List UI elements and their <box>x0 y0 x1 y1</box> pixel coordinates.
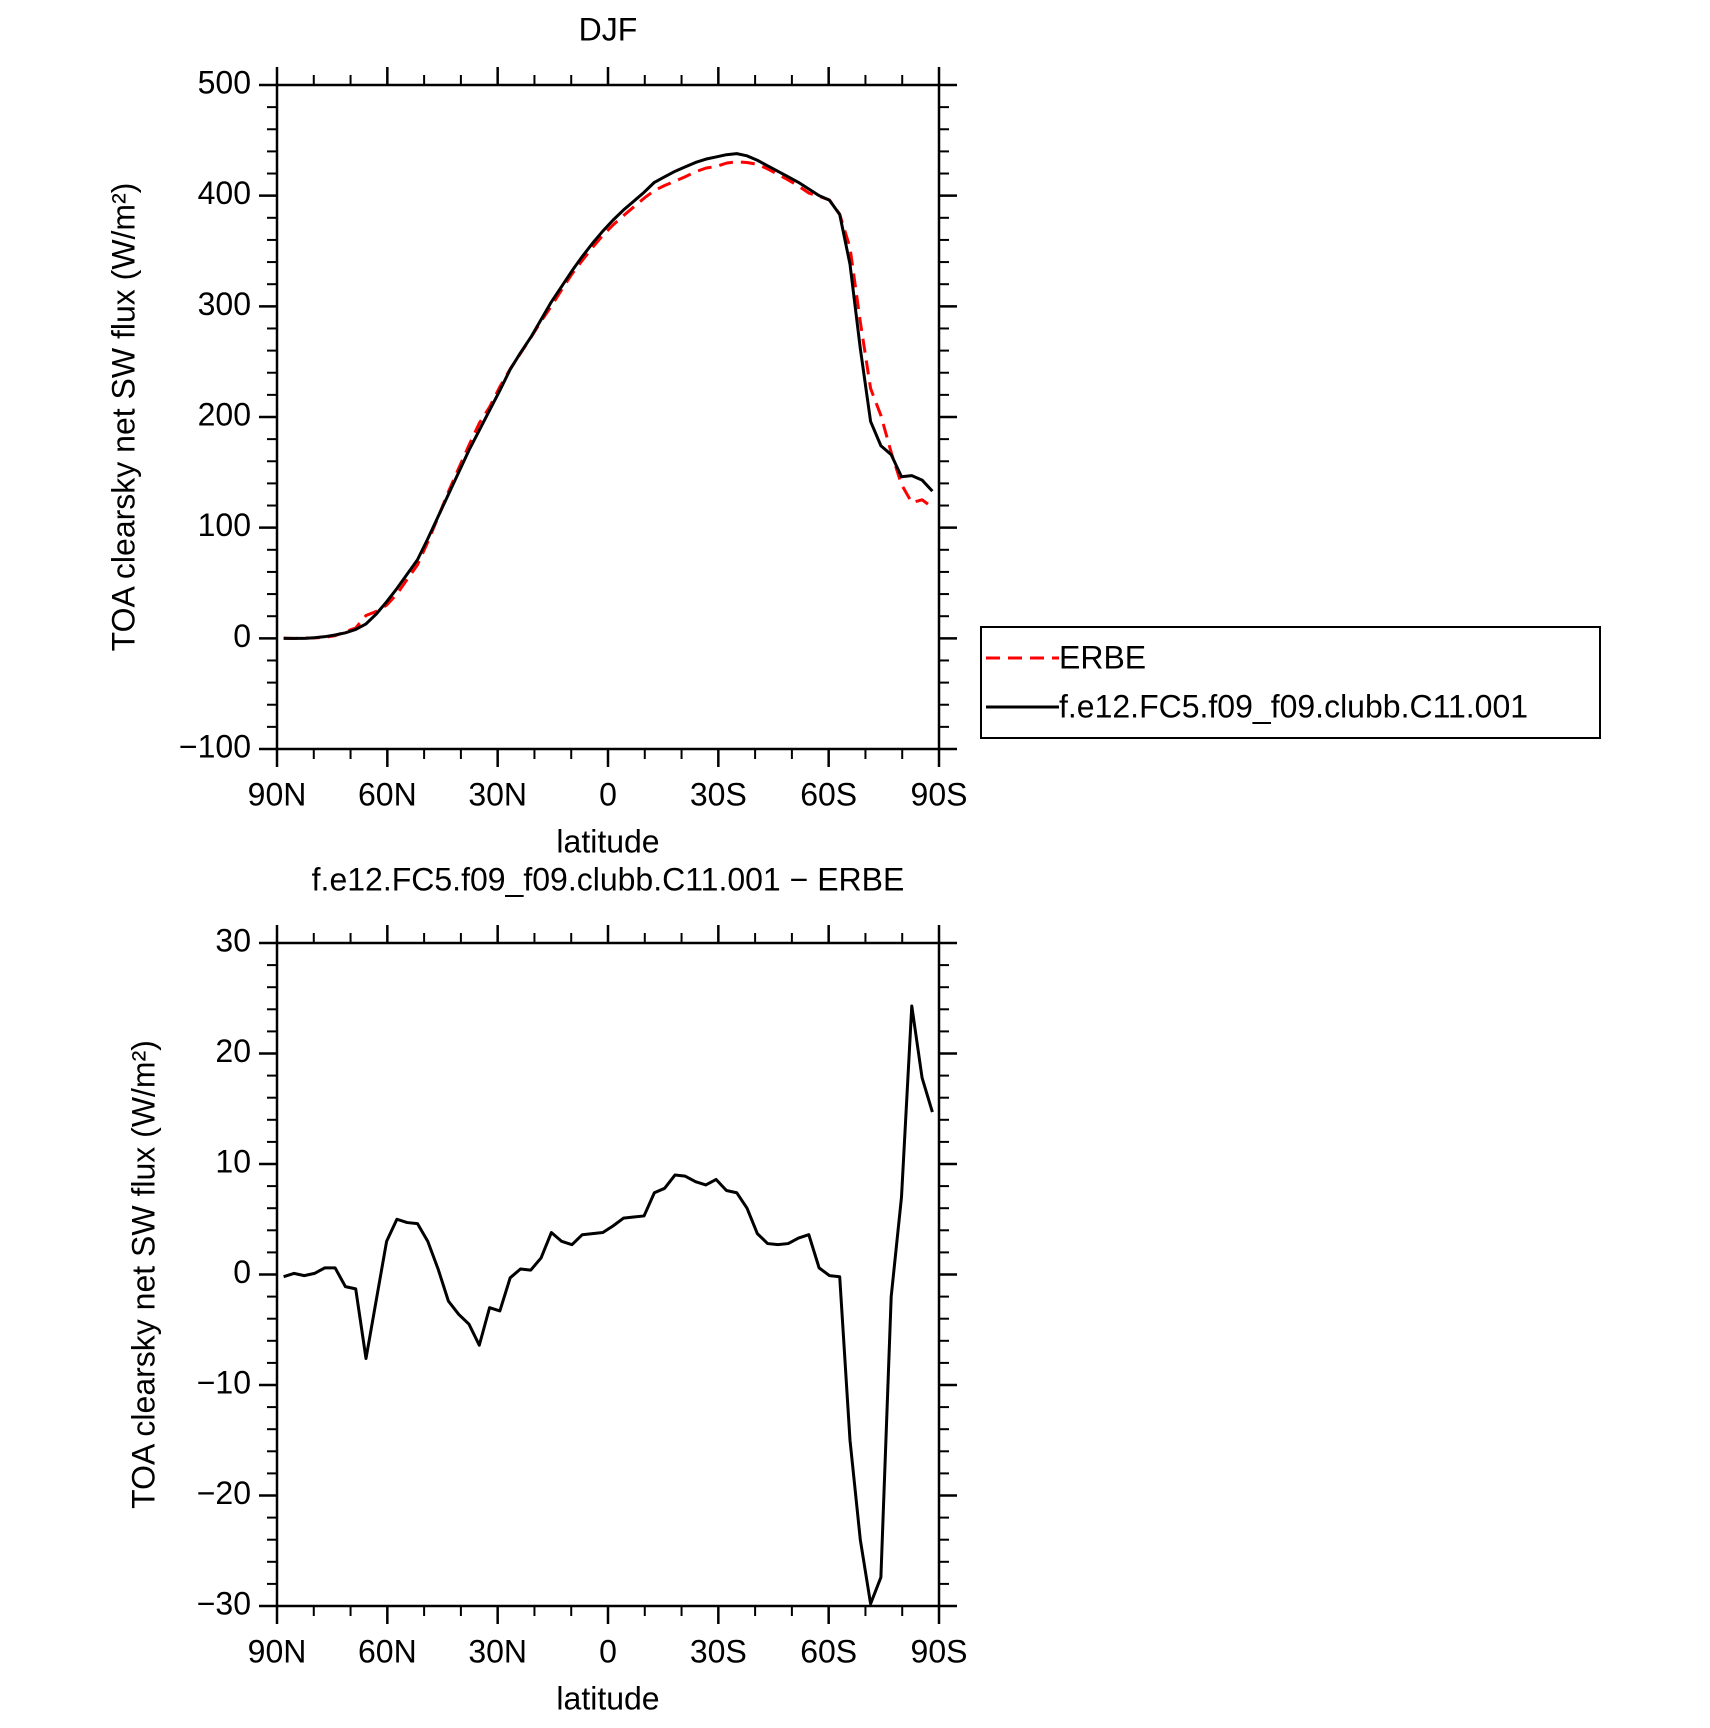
x-axis-label: latitude <box>556 823 659 859</box>
y-tick-label: 0 <box>233 618 251 654</box>
legend-label: f.e12.FC5.f09_f09.clubb.C11.001 <box>1059 688 1528 724</box>
x-tick-label: 90N <box>248 1633 307 1669</box>
legend-label: ERBE <box>1059 639 1146 675</box>
x-tick-label: 30N <box>468 776 527 812</box>
chart-title: f.e12.FC5.f09_f09.clubb.C11.001 − ERBE <box>312 861 905 897</box>
y-tick-label: 400 <box>198 175 251 211</box>
x-tick-label: 30S <box>690 776 747 812</box>
y-tick-label: 20 <box>215 1033 251 1069</box>
x-tick-label: 60S <box>800 776 857 812</box>
x-tick-label: 90S <box>911 1633 968 1669</box>
x-tick-label: 90S <box>911 776 968 812</box>
x-tick-label: 30N <box>468 1633 527 1669</box>
y-tick-label: 0 <box>233 1254 251 1290</box>
chart-title: DJF <box>579 11 638 47</box>
y-tick-label: 500 <box>198 64 251 100</box>
x-tick-label: 30S <box>690 1633 747 1669</box>
x-tick-label: 60N <box>358 776 417 812</box>
legend-box <box>980 626 1601 739</box>
x-tick-label: 0 <box>599 1633 617 1669</box>
x-tick-label: 0 <box>599 776 617 812</box>
data-line <box>283 160 934 640</box>
y-tick-label: 100 <box>198 507 251 543</box>
y-tick-label: 10 <box>215 1143 251 1179</box>
x-tick-label: 60N <box>358 1633 417 1669</box>
y-tick-label: −10 <box>197 1364 251 1400</box>
y-tick-label: 300 <box>198 286 251 322</box>
plot-frame <box>275 83 941 751</box>
y-axis-label: TOA clearsky net SW flux (W/m²) <box>125 1040 161 1509</box>
y-tick-label: −100 <box>179 728 251 764</box>
y-tick-label: −30 <box>197 1585 251 1621</box>
y-axis-label: TOA clearsky net SW flux (W/m²) <box>105 183 141 652</box>
x-axis-label: latitude <box>556 1680 659 1716</box>
data-line <box>283 1004 934 1606</box>
y-tick-label: 200 <box>198 396 251 432</box>
x-tick-label: 60S <box>800 1633 857 1669</box>
y-tick-label: −20 <box>197 1475 251 1511</box>
data-line <box>283 152 934 640</box>
x-tick-label: 90N <box>248 776 307 812</box>
plot-frame <box>275 941 941 1608</box>
y-tick-label: 30 <box>215 922 251 958</box>
